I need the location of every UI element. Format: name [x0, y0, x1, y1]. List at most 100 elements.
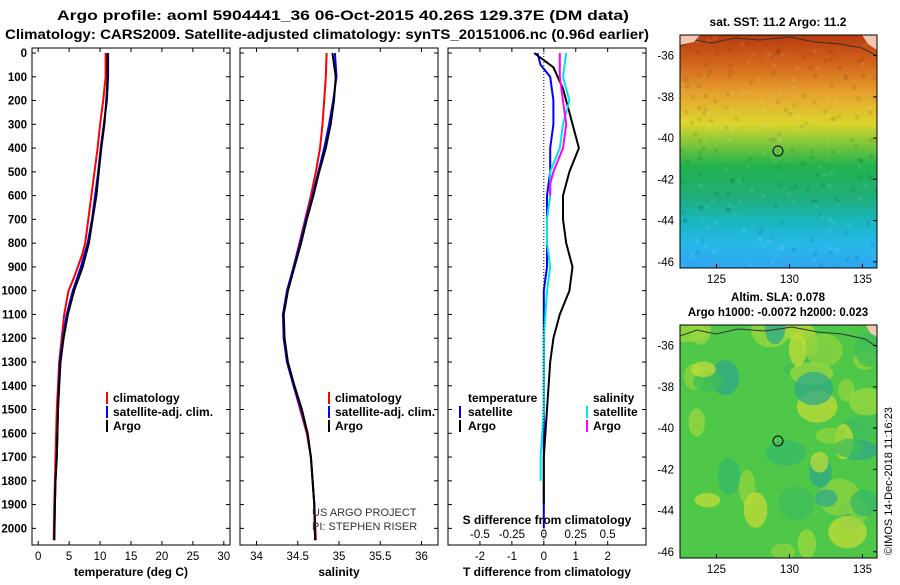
- series-line-climatology: [52, 53, 107, 541]
- series-line-s-satellite: [539, 52, 571, 481]
- legend-t-satellite-label: satellite: [468, 405, 513, 419]
- depth-tick-label: 500: [8, 167, 27, 179]
- series-line-satellite-adj-clim-: [281, 52, 338, 541]
- map-lat-label: -46: [657, 257, 674, 269]
- sla-map-subtitle: Argo h1000: -0.0072 h2000: 0.023: [688, 307, 868, 319]
- sla-map-frame: [679, 324, 878, 559]
- depth-tick-label: 1100: [2, 309, 27, 321]
- watermark-pi: PI: STEPHEN RISER: [312, 521, 417, 533]
- depth-tick-label: 600: [8, 191, 27, 203]
- legend-s-satellite-label: satellite: [593, 405, 638, 419]
- sst-map-texture: [680, 35, 877, 268]
- coastline-sla: [680, 326, 877, 348]
- legend-t-argo-label: Argo: [468, 419, 496, 433]
- temperature-axis-label: temperature (deg C): [74, 565, 188, 579]
- sst-argo-marker: [772, 145, 784, 157]
- temperature-legend: climatology satellite-adj. clim. Argo: [106, 391, 213, 433]
- x-tick-label: 1: [573, 551, 579, 563]
- map-lon-label: 130: [780, 274, 799, 286]
- x-tick-label: 15: [125, 551, 138, 563]
- x-tick-label: 10: [94, 551, 107, 563]
- legend-s-argo-label: Argo: [593, 419, 621, 433]
- x-tick-label: 0: [541, 551, 547, 563]
- s-diff-tick-label: 0.5: [600, 529, 616, 541]
- s-diff-tick-label: 0: [541, 529, 547, 541]
- depth-tick-label: 100: [8, 72, 27, 84]
- sla-argo-marker: [772, 435, 784, 447]
- map-lon-label: 125: [707, 274, 726, 286]
- t-difference-axis-label: T difference from climatology: [463, 565, 631, 579]
- depth-tick-label: 800: [8, 238, 27, 250]
- depth-tick-label: 1900: [1, 500, 27, 512]
- depth-tick-label: 900: [8, 262, 27, 274]
- map-lon-label: 125: [707, 564, 726, 576]
- depth-tick-label: 1300: [1, 357, 27, 369]
- watermark-project: US ARGO PROJECT: [312, 507, 417, 519]
- s-difference-axis-label: S difference from climatology: [463, 513, 632, 527]
- x-tick-label: 34: [250, 551, 263, 563]
- x-tick-label: 30: [217, 551, 230, 563]
- legend-climatology-label: climatology: [113, 391, 180, 405]
- depth-tick-label: 1700: [1, 452, 27, 464]
- series-line-argo: [282, 52, 337, 541]
- x-tick-label: -1: [507, 551, 517, 563]
- salinity-axis-label: salinity: [318, 565, 360, 579]
- depth-tick-label: 300: [8, 119, 27, 131]
- s-diff-tick-label: -0.25: [499, 529, 525, 541]
- map-lat-label: -44: [657, 216, 674, 228]
- x-tick-label: 36: [415, 551, 428, 563]
- legend-satellite-label: satellite-adj. clim.: [113, 405, 213, 419]
- difference-legend: temperature satellite Argo salinity sate…: [459, 391, 638, 433]
- temperature-chart: 0 5 10 15 20 25 30: [32, 48, 230, 563]
- sla-map-title: Altim. SLA: 0.078: [731, 292, 826, 304]
- difference-panel-frame: [447, 47, 647, 546]
- sst-map-axes: 125 130 135 -36 -38 -40 -42 -44 -46: [657, 51, 877, 286]
- legend-climatology-label: climatology: [335, 391, 402, 405]
- depth-tick-label: 400: [8, 143, 27, 155]
- map-lat-label: -44: [657, 506, 674, 518]
- series-line-argo: [53, 53, 109, 541]
- temperature-panel-frame: [31, 47, 231, 546]
- map-lat-label: -42: [657, 174, 674, 186]
- map-lat-label: -46: [657, 547, 674, 559]
- map-lat-label: -42: [657, 464, 674, 476]
- salinity-chart: 34 34.5 35 35.5 36: [240, 48, 438, 563]
- x-tick-label: 34.5: [287, 551, 309, 563]
- depth-tick-label: 1200: [1, 333, 27, 345]
- map-lon-label: 135: [853, 274, 872, 286]
- x-tick-label: -2: [475, 551, 485, 563]
- s-diff-tick-label: -0.5: [470, 529, 490, 541]
- legend-argo-label: Argo: [335, 419, 363, 433]
- salinity-legend: climatology satellite-adj. clim. Argo: [328, 391, 435, 433]
- legend-argo-label: Argo: [113, 419, 141, 433]
- difference-chart: -2 -1 0 1 2 -0.5 -0.25 0 0.25 0.5: [448, 48, 646, 563]
- depth-tick-label: 1400: [1, 381, 27, 393]
- legend-salinity-title: salinity: [593, 391, 635, 405]
- series-line-t-argo: [533, 52, 580, 505]
- legend-temperature-title: temperature: [468, 391, 538, 405]
- s-diff-tick-label: 0.25: [565, 529, 587, 541]
- land-patch-sst-right: [862, 35, 877, 50]
- sst-map-frame: [679, 34, 878, 269]
- series-line-climatology: [282, 52, 328, 541]
- sla-map: [680, 325, 877, 558]
- depth-tick-label: 1800: [1, 476, 27, 488]
- figure-title-line1: Argo profile: aoml 5904441_36 06-Oct-201…: [57, 8, 629, 23]
- map-lat-label: -38: [657, 382, 674, 394]
- map-lat-label: -40: [657, 133, 674, 145]
- depth-tick-label: 1500: [1, 405, 27, 417]
- map-lon-label: 135: [853, 564, 872, 576]
- depth-tick-label: 1000: [1, 286, 27, 298]
- x-tick-label: 35: [333, 551, 346, 563]
- depth-tick-label: 200: [8, 96, 27, 108]
- x-tick-label: 35.5: [369, 551, 391, 563]
- depth-tick-label: 1600: [1, 428, 27, 440]
- map-lat-label: -40: [657, 423, 674, 435]
- land-patch-sla-right: [866, 325, 877, 337]
- sst-map-title: sat. SST: 11.2 Argo: 11.2: [710, 15, 847, 29]
- map-lat-label: -36: [657, 341, 674, 353]
- x-tick-label: 25: [186, 551, 199, 563]
- sst-map: [680, 35, 877, 268]
- map-lat-label: -38: [657, 92, 674, 104]
